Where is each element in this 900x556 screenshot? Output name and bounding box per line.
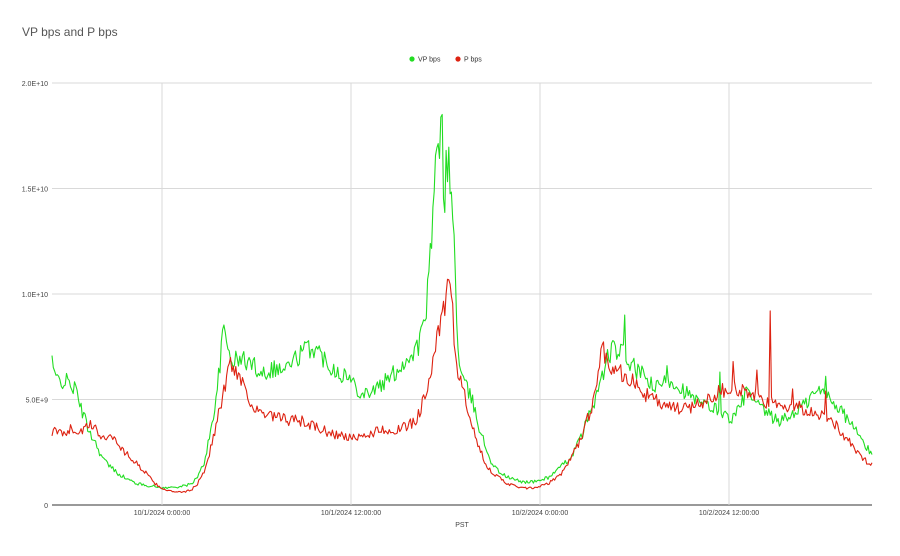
y-tick-label: 1.0E+10: [22, 292, 48, 299]
x-tick-label: 10/1/2024 12:00:00: [321, 510, 381, 517]
chart-title: VP bps and P bps: [22, 25, 118, 39]
legend-item-p-bps: P bps: [455, 56, 482, 64]
x-axis-label: PST: [455, 522, 469, 529]
legend: VP bps P bps: [409, 56, 482, 64]
y-tick-label: 1.5E+10: [22, 187, 48, 194]
x-tick-label: 10/2/2024 12:00:00: [699, 510, 759, 517]
y-tick-label: 2.0E+10: [22, 81, 48, 88]
x-tick-label: 10/2/2024 0:00:00: [512, 510, 569, 517]
legend-label: VP bps: [418, 57, 441, 64]
series-line-p-bps: [51, 278, 873, 494]
grid-layer: [52, 82, 872, 506]
y-tick-label: 0: [44, 503, 48, 510]
axis-layer: 0 5.0E+9 1.0E+10 1.5E+10 2.0E+10 10/1/2024 0:…: [22, 81, 760, 529]
series-line-vp-bps: [51, 113, 873, 490]
legend-swatch: [409, 56, 415, 62]
legend-swatch: [455, 56, 461, 62]
legend-item-vp-bps: VP bps: [409, 56, 441, 64]
legend-label: P bps: [464, 57, 482, 64]
y-tick-label: 5.0E+9: [26, 398, 48, 405]
x-tick-label: 10/1/2024 0:00:00: [134, 510, 191, 517]
series-layer: [51, 113, 873, 494]
